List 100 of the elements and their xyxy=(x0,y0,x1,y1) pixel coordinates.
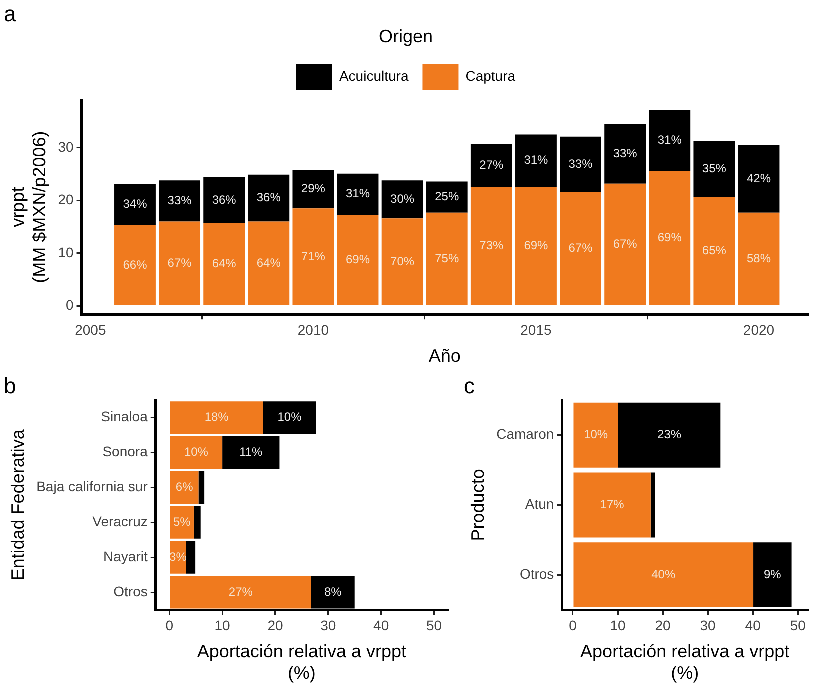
y-axis-title: vrppt (MM $MXN/p2006) xyxy=(8,131,50,284)
bar xyxy=(198,471,205,504)
annotation: 31% xyxy=(524,153,549,168)
annotation: 67% xyxy=(568,241,594,256)
x-tick-label: 2010 xyxy=(298,322,330,338)
bar xyxy=(574,402,618,468)
y-tick-label: Sinaloa xyxy=(101,408,148,425)
bar xyxy=(470,187,512,306)
annotation: 34% xyxy=(123,197,148,212)
annotation: 65% xyxy=(702,244,727,258)
y-tick-label: Camaron xyxy=(496,426,554,442)
data-label: 11% xyxy=(240,445,264,460)
annotation: 33% xyxy=(613,146,638,160)
annotation: 66% xyxy=(123,258,148,272)
bar xyxy=(649,110,691,172)
annotation: 58% xyxy=(746,251,772,266)
y-tick-label: Atun xyxy=(525,496,554,512)
annotation: 36% xyxy=(256,190,282,205)
bar xyxy=(170,576,312,609)
bar xyxy=(292,170,334,209)
annotation: 33% xyxy=(168,194,192,208)
x-tick-label: 30 xyxy=(700,617,716,634)
bar xyxy=(170,436,223,470)
y-tick-label: Sonora xyxy=(102,444,148,460)
data-label: 18% xyxy=(204,410,230,424)
annotation: 75% xyxy=(435,251,460,266)
bar xyxy=(516,134,557,187)
annotation: 35% xyxy=(702,161,727,176)
x-tick-label: 20 xyxy=(268,617,284,634)
chart-title: c xyxy=(464,373,475,398)
annotation: 42% xyxy=(746,171,772,186)
bar xyxy=(604,184,646,306)
bar xyxy=(248,174,290,222)
bar xyxy=(194,506,201,539)
x-axis-title: Aportación relativa a vrppt (%) xyxy=(197,642,406,684)
bar xyxy=(426,212,468,306)
chart-title: a xyxy=(4,1,17,26)
data-label: 17% xyxy=(600,498,625,512)
annotation: 69% xyxy=(346,252,370,266)
annotation: 67% xyxy=(168,256,192,270)
bar xyxy=(159,222,201,306)
x-tick-label: 2005 xyxy=(75,322,106,338)
data-label: 5% xyxy=(174,514,192,529)
data-label: 40% xyxy=(652,567,676,582)
data-label: 8% xyxy=(324,584,342,599)
bar xyxy=(516,187,557,306)
y-tick-label: Veracruz xyxy=(92,514,148,530)
x-tick-label: 40 xyxy=(374,617,390,634)
bar xyxy=(694,141,736,198)
y-tick-label: Otros xyxy=(114,583,148,600)
annotation: 73% xyxy=(480,238,504,253)
annotation: 67% xyxy=(613,236,638,251)
x-tick-label: 50 xyxy=(426,617,442,634)
x-tick-label: 2015 xyxy=(520,322,552,338)
annotation: 33% xyxy=(568,156,594,171)
bar xyxy=(382,180,424,219)
bar xyxy=(337,214,379,306)
x-tick-label: 30 xyxy=(320,617,336,634)
bar xyxy=(738,145,780,213)
data-label: 23% xyxy=(658,428,682,442)
data-label: 10% xyxy=(278,410,302,424)
bar xyxy=(263,402,316,434)
bar xyxy=(694,197,736,306)
y-tick-label: Baja california sur xyxy=(36,478,148,495)
x-axis-title: Año xyxy=(428,346,461,366)
chart-title: b xyxy=(4,373,16,398)
x-tick-label: 20 xyxy=(655,617,672,634)
annotation: 70% xyxy=(390,254,415,268)
x-tick-label: 40 xyxy=(745,617,762,634)
bar xyxy=(560,136,602,192)
bar xyxy=(650,472,656,538)
bar xyxy=(170,402,264,434)
y-tick-label: Otros xyxy=(520,566,554,582)
data-label: 6% xyxy=(176,480,194,494)
annotation: 71% xyxy=(301,249,326,264)
x-tick-label: 2020 xyxy=(743,322,775,338)
bar xyxy=(560,192,602,306)
bar xyxy=(337,174,379,215)
annotation: 69% xyxy=(658,230,682,245)
y-tick-label: 10 xyxy=(58,244,74,260)
bar xyxy=(204,178,246,224)
bar xyxy=(222,436,280,470)
bar xyxy=(204,223,246,306)
legend-label: Acuicultura xyxy=(339,68,409,84)
data-label: 10% xyxy=(584,428,608,442)
annotation: 30% xyxy=(390,192,415,206)
annotation: 27% xyxy=(480,158,504,172)
x-axis-title: Aportación relativa a vrppt (%) xyxy=(580,642,790,684)
annotation: 36% xyxy=(212,192,237,207)
x-tick-label: 10 xyxy=(610,617,626,634)
bar xyxy=(470,144,512,187)
annotation: 29% xyxy=(301,182,326,196)
bar xyxy=(159,180,201,222)
bar xyxy=(382,218,424,306)
data-label: 10% xyxy=(184,445,209,460)
bar xyxy=(649,171,691,306)
data-label: 9% xyxy=(764,567,782,582)
bar xyxy=(114,184,156,226)
annotation: 64% xyxy=(256,256,282,270)
y-tick-label: 0 xyxy=(66,297,74,314)
